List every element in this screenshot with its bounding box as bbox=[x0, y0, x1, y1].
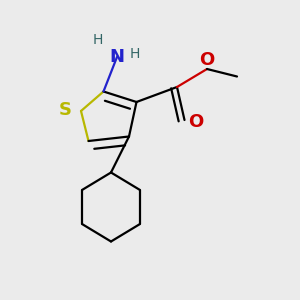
Text: S: S bbox=[59, 101, 72, 119]
Text: O: O bbox=[188, 113, 203, 131]
Text: N: N bbox=[110, 48, 124, 66]
Text: O: O bbox=[200, 51, 214, 69]
Text: H: H bbox=[92, 34, 103, 47]
Text: H: H bbox=[130, 47, 140, 61]
